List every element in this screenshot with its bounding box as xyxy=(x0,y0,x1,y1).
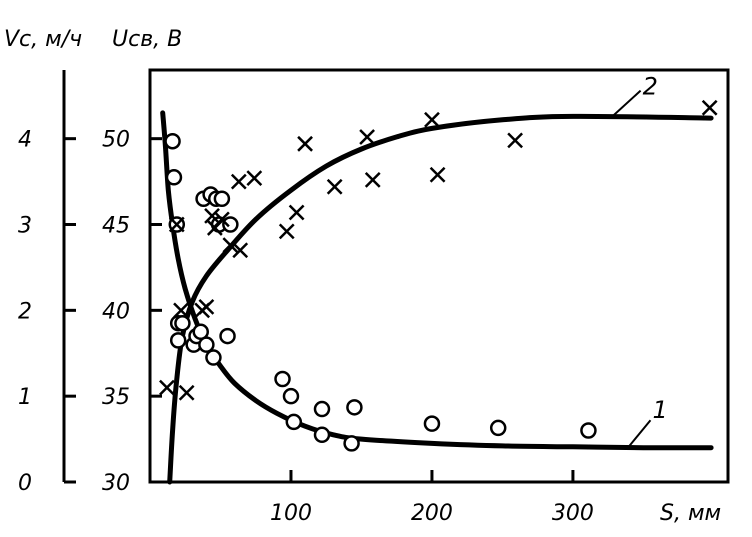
curve-2 xyxy=(167,113,714,485)
series-2-point xyxy=(168,216,185,233)
curve-1-leader xyxy=(628,419,652,447)
vc-tick-label: 1 xyxy=(18,385,32,410)
series-2-point xyxy=(222,237,239,253)
plot-frame xyxy=(148,68,730,484)
series-2-point xyxy=(278,223,295,240)
series-1-point xyxy=(165,169,183,186)
series-1-point xyxy=(423,415,441,432)
series-1-point xyxy=(274,370,291,388)
series-1-point xyxy=(164,132,181,150)
series-2-point xyxy=(507,132,524,149)
ucv-axis: 30 35 40 45 50 xyxy=(102,128,162,496)
series-1-point xyxy=(282,387,300,405)
series-1-point xyxy=(198,336,215,353)
x-axis-title: S, мм xyxy=(660,501,721,526)
series-1-point xyxy=(213,190,231,207)
series-2-point xyxy=(173,302,189,319)
series-2-point xyxy=(204,208,220,224)
series-2-point xyxy=(178,384,195,401)
series-2-point xyxy=(230,173,247,190)
series-2-point xyxy=(429,166,446,183)
series-1-point xyxy=(174,314,191,332)
series-2-point xyxy=(424,111,440,128)
series-1-point xyxy=(313,400,331,418)
series-1-point xyxy=(343,435,360,452)
series-2-point xyxy=(359,129,375,145)
series-2-point xyxy=(701,99,718,116)
ucv-tick-label: 50 xyxy=(102,128,130,153)
x-tick-label: 100 xyxy=(270,501,312,526)
series-1-point xyxy=(169,332,187,349)
series-1-point xyxy=(580,422,597,439)
markers xyxy=(159,99,718,452)
series-2-point xyxy=(214,211,230,228)
series-1-point xyxy=(219,327,236,345)
vc-tick-label: 2 xyxy=(18,299,32,324)
curve-1-label: 1 xyxy=(652,396,667,424)
series-1-point xyxy=(205,349,222,366)
series-2-point xyxy=(198,299,215,315)
series-2-point xyxy=(246,170,263,187)
series-2-point xyxy=(288,204,305,221)
vc-tick-label: 0 xyxy=(18,471,32,496)
ucv-tick-label: 45 xyxy=(102,214,130,239)
curve-2-label: 2 xyxy=(643,73,658,101)
vc-tick-label: 4 xyxy=(18,128,32,153)
ucv-tick-label: 40 xyxy=(102,299,130,324)
series-1-point xyxy=(489,419,507,437)
ucv-tick-label: 30 xyxy=(102,471,130,496)
curve-1 xyxy=(160,110,714,451)
series-2-point xyxy=(326,178,343,195)
plot-border xyxy=(148,68,730,484)
series-1-point xyxy=(313,426,331,444)
curve-labels: 12 xyxy=(611,73,668,447)
x-axis: 100 200 300 xyxy=(270,470,594,526)
vc-tick-label: 3 xyxy=(18,214,32,239)
series-2-point xyxy=(159,379,175,396)
ucv-axis-title: Uсв, В xyxy=(112,27,182,52)
series-1-point xyxy=(346,399,363,416)
series-2-point xyxy=(232,242,249,259)
vc-axis-title: Vc, м/ч xyxy=(4,27,82,52)
series-2-point xyxy=(364,171,381,188)
curve-2-leader xyxy=(611,89,642,118)
series-2-point xyxy=(297,135,313,152)
x-tick-label: 300 xyxy=(552,501,594,526)
series-1-point xyxy=(285,413,303,431)
vc-axis: 0 1 2 3 4 xyxy=(18,70,76,496)
x-tick-label: 200 xyxy=(411,501,453,526)
ucv-tick-label: 35 xyxy=(102,385,130,410)
series-1-point xyxy=(222,216,239,233)
